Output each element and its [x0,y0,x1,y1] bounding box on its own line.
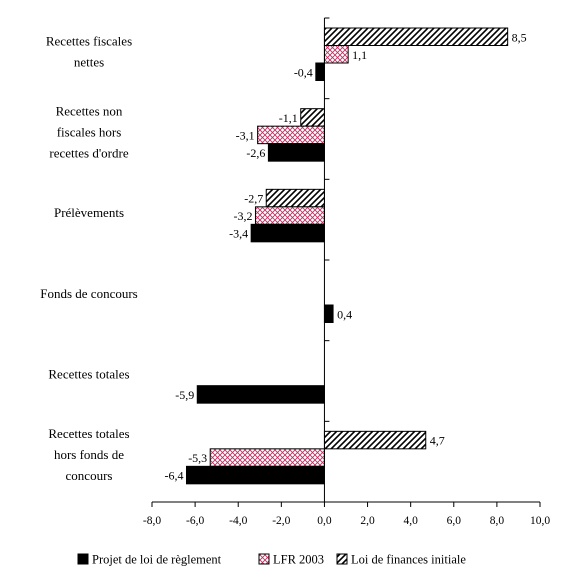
category-label: nettes [74,54,104,69]
bar [209,448,325,467]
category-label: Fonds de concours [40,286,138,301]
data-label: -2,7 [244,192,263,206]
category-label: Prélèvements [54,205,124,220]
x-tick-label: 6,0 [447,515,462,527]
category-label: Recettes fiscales [46,33,132,48]
bar [257,125,325,145]
category-label: Recettes totales [48,426,129,441]
category-label: Recettes non [56,104,123,119]
legend-label: LFR 2003 [273,553,324,567]
bar [185,465,325,485]
x-tick-label: -2,0 [272,515,290,527]
category-label: fiscales hors [57,125,122,140]
bar [265,188,325,208]
category-label: recettes d'ordre [49,146,128,161]
category-label: concours [66,468,113,483]
x-tick-label: -4,0 [229,515,247,527]
legend-label: Projet de loi de règlement [92,553,222,567]
bar [323,304,334,323]
bar [250,223,325,243]
data-label: -3,4 [229,227,248,241]
bar [323,27,509,46]
data-label: -1,1 [279,111,298,125]
data-label: -2,6 [246,146,265,160]
bar [267,143,325,162]
data-label: 4,7 [430,434,445,448]
bar [300,108,325,127]
x-tick-label: 8,0 [490,515,505,527]
plot-area: Recettes fiscales nettes Recettes non fisca… [40,17,550,527]
data-label: 8,5 [512,30,527,44]
x-tick-label: -8,0 [143,515,161,527]
legend: Projet de loi de règlement LFR 2003 Loi de… [77,553,466,567]
data-label: -3,2 [233,209,252,223]
legend-swatch [77,553,89,565]
legend-label: Loi de finances initiale [351,553,466,567]
data-label: 1,1 [352,48,367,62]
legend-swatch [258,553,270,565]
data-label: -6,4 [164,469,183,483]
data-label: -0,4 [294,65,313,79]
x-tick-label: 2,0 [360,515,375,527]
bar [315,62,325,81]
bar [254,206,325,225]
category-label: Recettes totales [48,367,129,382]
category-label: hors fonds de [54,447,124,462]
bar [323,430,427,450]
x-tick-label: 10,0 [530,515,550,527]
data-label: -3,1 [236,128,255,142]
data-label: -5,9 [175,388,194,402]
legend-swatch [336,553,348,565]
bar [323,45,349,64]
data-label: 0,4 [337,307,352,321]
data-label: -5,3 [188,451,207,465]
bar [196,385,325,404]
x-tick-label: 4,0 [403,515,418,527]
x-tick-label: -6,0 [186,515,204,527]
x-tick-label: 0,0 [317,515,332,527]
